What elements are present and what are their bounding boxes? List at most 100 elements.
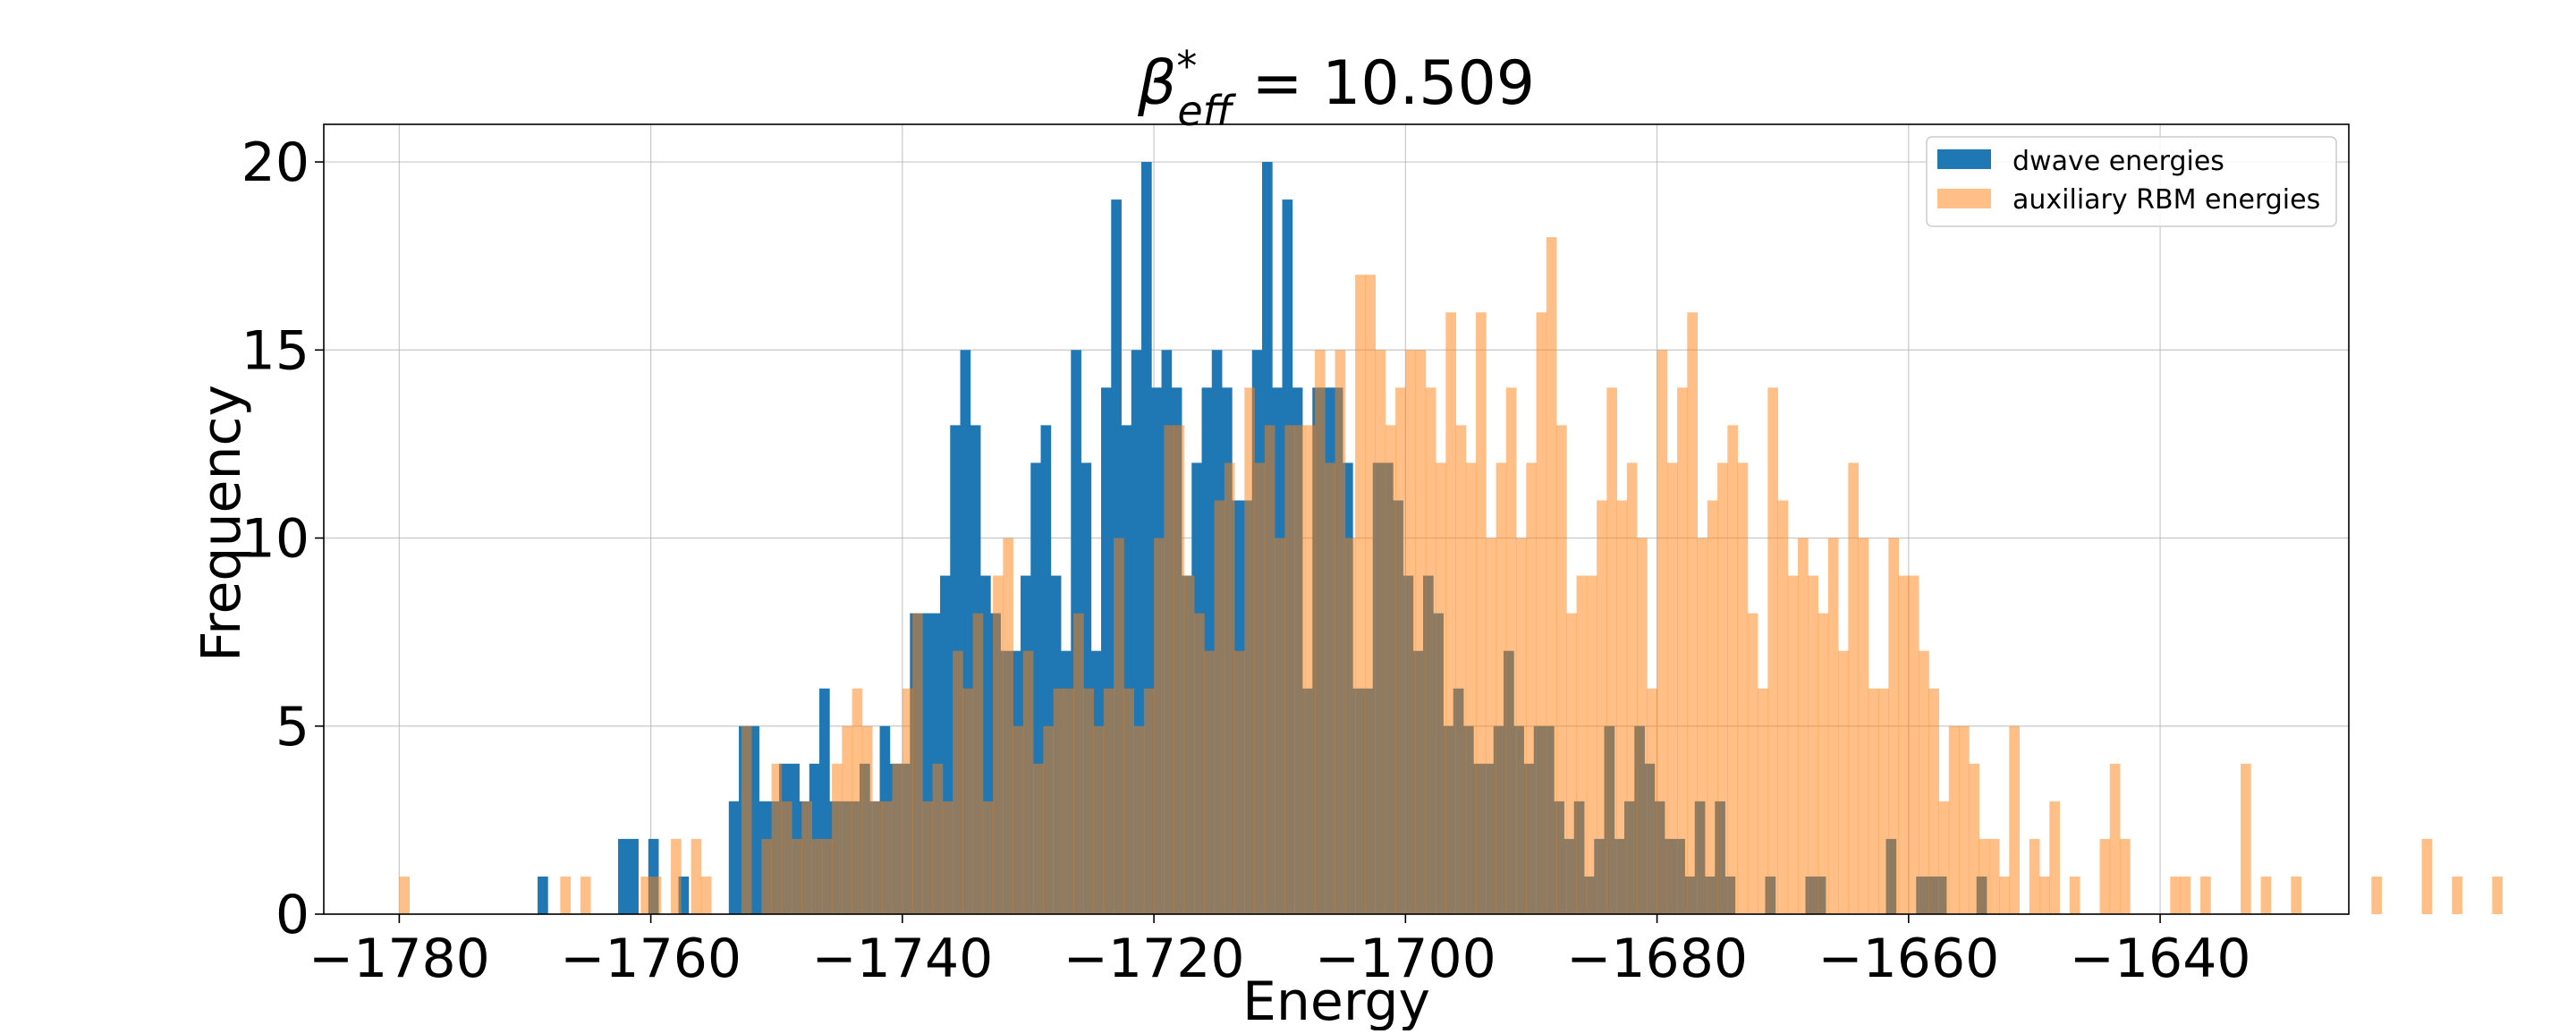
histogram-bar — [1496, 462, 1507, 914]
histogram-bar — [1848, 462, 1859, 914]
legend-swatch-dwave — [1937, 149, 1991, 169]
histogram-bar — [1988, 838, 2000, 914]
histogram-bar — [819, 688, 830, 914]
histogram-bar — [678, 876, 690, 914]
x-tick-label: −1780 — [309, 928, 490, 990]
histogram-bar — [1214, 500, 1225, 914]
histogram-bar — [2109, 763, 2121, 914]
x-axis-label: Energy — [1242, 970, 1430, 1030]
x-tick-label: −1720 — [1063, 928, 1245, 990]
histogram-bar — [1143, 688, 1155, 914]
histogram-bar — [2039, 876, 2050, 914]
histogram-bar — [1164, 425, 1174, 914]
histogram-bar — [399, 876, 411, 914]
histogram-bar — [1103, 688, 1114, 914]
histogram-bar — [1385, 425, 1396, 914]
histogram-bar — [1063, 688, 1074, 914]
histogram-bar — [852, 688, 863, 914]
plot-frame — [323, 123, 2350, 915]
histogram-bar — [1141, 162, 1152, 915]
histogram-bar — [1121, 425, 1132, 914]
title-beta: β — [1137, 48, 1176, 119]
histogram-bar — [953, 650, 963, 914]
legend-frame — [1926, 136, 2337, 227]
histogram-bar — [1737, 462, 1749, 914]
histogram-bar — [1003, 538, 1014, 914]
histogram-bar — [1476, 312, 1487, 914]
histogram-bar — [1566, 613, 1577, 914]
histogram-bar — [960, 350, 971, 914]
y-axis-label: Frequency — [191, 385, 253, 662]
histogram-bar — [1405, 350, 1416, 914]
histogram-bar — [940, 575, 951, 914]
histogram-bar — [1224, 462, 1235, 914]
histogram-bar — [1818, 613, 1829, 914]
histogram-bar — [1355, 275, 1366, 914]
histogram-bar — [1335, 350, 1346, 914]
histogram-bar — [1013, 725, 1024, 914]
histogram-bar — [962, 688, 974, 914]
histogram-bar — [1093, 725, 1105, 914]
histogram-bar — [2421, 838, 2433, 914]
histogram-bar — [1234, 650, 1245, 914]
histogram-bar — [1707, 500, 1718, 914]
histogram-bar — [1959, 725, 1970, 914]
histogram-bar — [1294, 425, 1306, 914]
histogram-bar — [741, 725, 752, 914]
histogram-bar — [700, 876, 712, 914]
histogram-bar — [1586, 575, 1597, 914]
histogram-bar — [1747, 613, 1758, 914]
histogram-bar — [1415, 350, 1427, 914]
histogram-bar — [1647, 688, 1657, 914]
histogram-bar — [1275, 538, 1285, 914]
y-tick-label: 20 — [242, 131, 309, 194]
y-axis: 0 5 10 15 20 — [242, 131, 324, 946]
histogram-bar — [1767, 387, 1778, 914]
x-tick-label: −1640 — [2070, 928, 2251, 990]
histogram-bar — [801, 801, 813, 914]
histogram-bar — [1626, 462, 1638, 914]
histogram-bar — [1657, 350, 1668, 914]
histogram-bar — [1999, 876, 2010, 914]
histogram-bar — [980, 575, 991, 914]
histogram-bar — [892, 763, 903, 914]
histogram-bar — [650, 876, 662, 914]
histogram-bar — [2099, 838, 2111, 914]
histogram-bar — [1465, 462, 1477, 914]
histogram-bar — [882, 801, 894, 914]
histogram-bar — [2180, 876, 2191, 914]
x-tick-label: −1760 — [560, 928, 741, 990]
histogram-bar — [1043, 725, 1055, 914]
histogram-bar — [1315, 350, 1326, 914]
legend-swatch-rbm — [1937, 189, 1991, 208]
histogram-bar — [842, 725, 853, 914]
histogram-bar — [2120, 838, 2131, 914]
histogram-bar — [919, 613, 931, 914]
histogram-bar — [1798, 538, 1809, 914]
histogram-bar — [1204, 650, 1215, 914]
histogram-bar — [2371, 876, 2382, 914]
histogram-bar — [1576, 575, 1588, 914]
histogram-bar — [1697, 538, 1708, 914]
legend: dwave energies auxiliary RBM energies — [1926, 136, 2337, 227]
histogram-bar — [1616, 500, 1628, 914]
histogram-bar — [982, 801, 994, 914]
histogram-bar — [1979, 838, 1990, 914]
histogram-bar — [1194, 613, 1205, 914]
histogram-bar — [1254, 462, 1266, 914]
histogram-bar — [1758, 688, 1768, 914]
histogram-bar — [1040, 425, 1052, 914]
histogram-bar — [1365, 275, 1376, 914]
histogram-bar — [792, 838, 802, 914]
legend-label-dwave: dwave energies — [2012, 146, 2224, 177]
x-tick-label: −1660 — [1818, 928, 1999, 990]
histogram-bar — [902, 688, 913, 914]
chart-title: β* eff = 10.509 — [1137, 42, 1535, 135]
histogram-bar — [1114, 538, 1124, 914]
histogram-bar — [832, 763, 843, 914]
histogram-bar — [781, 801, 792, 914]
histogram-bar — [1201, 387, 1213, 914]
x-tick-label: −1680 — [1566, 928, 1748, 990]
